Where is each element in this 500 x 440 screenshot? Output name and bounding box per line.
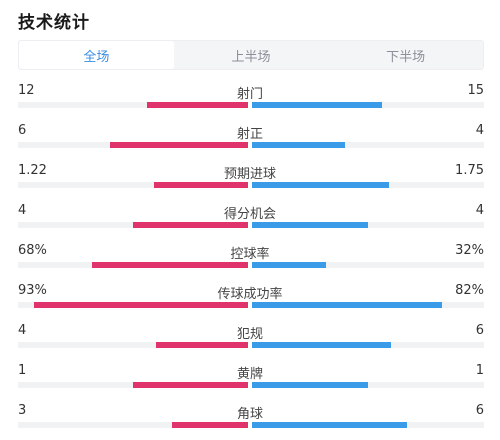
tab-full-match[interactable]: 全场 [19, 41, 174, 69]
home-bar-track [18, 222, 248, 228]
away-bar-track [252, 182, 484, 188]
home-bar-track [18, 422, 248, 428]
away-bar-track [252, 222, 484, 228]
stats-list: 射门 12 15 射正 6 4 预期进球 1.22 1.75 得分机会 4 4 控球率 68% 32% 传球成… [0, 80, 500, 440]
home-bar [91, 262, 248, 268]
stat-row: 射正 6 4 [0, 120, 500, 160]
stat-away-value: 6 [475, 403, 484, 418]
home-bar [153, 182, 248, 188]
stat-label: 角球 [236, 407, 263, 422]
home-bar [133, 222, 248, 228]
stat-label: 黄牌 [236, 367, 263, 382]
home-bar-track [18, 262, 248, 268]
stat-home-value: 1 [18, 363, 27, 378]
away-bar [252, 142, 345, 148]
away-bar [252, 422, 408, 428]
away-bar-track [252, 102, 484, 108]
stat-home-value: 3 [18, 403, 27, 418]
stat-away-value: 1.75 [455, 163, 484, 178]
home-bar-track [18, 142, 248, 148]
away-bar [252, 382, 368, 388]
away-bar [252, 182, 389, 188]
stat-label: 控球率 [230, 247, 270, 262]
stat-row: 控球率 68% 32% [0, 240, 500, 280]
period-tabs: 全场 上半场 下半场 [18, 40, 484, 70]
stat-away-value: 82% [455, 283, 484, 298]
away-bar [252, 222, 368, 228]
home-bar [146, 102, 248, 108]
home-bar-track [18, 342, 248, 348]
stat-label: 射门 [236, 87, 263, 102]
stat-away-value: 32% [455, 243, 484, 258]
stat-home-value: 1.22 [18, 163, 47, 178]
stat-row: 射门 12 15 [0, 80, 500, 120]
stat-label: 传球成功率 [217, 287, 283, 302]
stat-home-value: 12 [18, 83, 35, 98]
away-bar [252, 262, 327, 268]
home-bar [110, 142, 248, 148]
home-bar-track [18, 382, 248, 388]
stat-home-value: 68% [18, 243, 47, 258]
stat-row: 预期进球 1.22 1.75 [0, 160, 500, 200]
away-bar-track [252, 142, 484, 148]
home-bar-track [18, 302, 248, 308]
page-title: 技术统计 [18, 13, 90, 33]
stat-home-value: 4 [18, 323, 27, 338]
away-bar [252, 102, 382, 108]
stat-row: 黄牌 1 1 [0, 360, 500, 400]
away-bar-track [252, 302, 484, 308]
stat-away-value: 15 [467, 83, 484, 98]
tab-first-half[interactable]: 上半场 [231, 49, 271, 65]
home-bar [34, 302, 248, 308]
home-bar [133, 382, 248, 388]
home-bar-track [18, 102, 248, 108]
stat-away-value: 6 [475, 323, 484, 338]
tab-second-half[interactable]: 下半场 [386, 49, 426, 65]
stat-label: 射正 [236, 127, 263, 142]
stat-away-value: 1 [475, 363, 484, 378]
stat-label: 预期进球 [223, 167, 276, 182]
stat-row: 传球成功率 93% 82% [0, 280, 500, 320]
away-bar-track [252, 262, 484, 268]
stat-home-value: 6 [18, 123, 27, 138]
stat-label: 犯规 [236, 327, 263, 342]
home-bar [172, 422, 248, 428]
away-bar-track [252, 382, 484, 388]
home-bar [156, 342, 248, 348]
stat-label: 得分机会 [223, 207, 276, 222]
stat-row: 角球 3 6 [0, 400, 500, 440]
stat-home-value: 93% [18, 283, 47, 298]
away-bar [252, 342, 392, 348]
stat-row: 得分机会 4 4 [0, 200, 500, 240]
away-bar [252, 302, 443, 308]
stat-row: 犯规 4 6 [0, 320, 500, 360]
stat-away-value: 4 [475, 123, 484, 138]
away-bar-track [252, 342, 484, 348]
stat-home-value: 4 [18, 203, 27, 218]
away-bar-track [252, 422, 484, 428]
stat-away-value: 4 [475, 203, 484, 218]
home-bar-track [18, 182, 248, 188]
